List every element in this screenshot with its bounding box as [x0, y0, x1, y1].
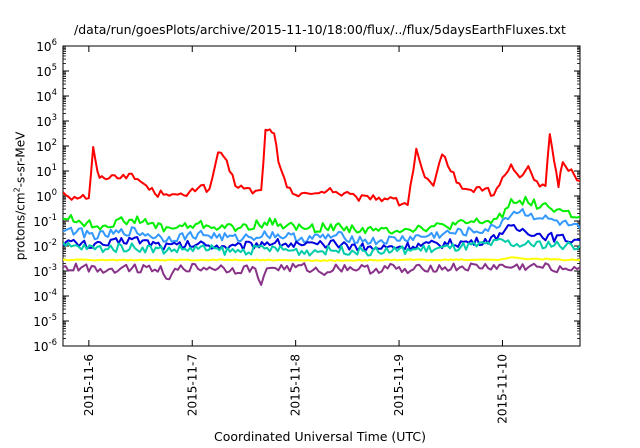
x-tick-label: 2015-11-7 — [185, 354, 199, 416]
x-tick-label: 2015-11-9 — [392, 354, 406, 416]
series-line — [63, 208, 580, 246]
series-line — [63, 262, 580, 286]
y-axis-label-rest: -s-sr-MeV — [13, 131, 28, 188]
series-line — [63, 237, 580, 257]
plot-frame — [62, 45, 581, 347]
y-tick-label: 101 — [36, 163, 57, 179]
y-tick-label: 105 — [36, 63, 57, 79]
x-tick-label: 2015-11-6 — [82, 354, 96, 416]
y-tick-label: 10-5 — [33, 313, 57, 329]
y-axis: 10-6 10-5 10-4 10-3 10-2 10-1 100 101 102 103 104 1… — [33, 38, 580, 354]
x-axis-label: Coordinated Universal Time (UTC) — [214, 429, 426, 444]
y-tick-label: 104 — [36, 88, 57, 104]
y-tick-label: 10-4 — [33, 288, 57, 304]
y-tick-label: 106 — [36, 38, 57, 54]
y-tick-label: 10-3 — [33, 263, 57, 279]
y-tick-label: 102 — [36, 138, 57, 154]
y-axis-label-base: protons/cm — [13, 192, 28, 261]
series-line — [63, 256, 580, 262]
x-axis: 2015-11-6 2015-11-7 2015-11-8 2015-11-9 2015… — [82, 46, 509, 424]
y-tick-label: 10-6 — [33, 338, 57, 354]
y-axis-label-sup: 2 — [12, 187, 22, 193]
y-tick-label: 10-1 — [33, 213, 57, 229]
y-tick-label: 100 — [36, 188, 57, 204]
x-tick-label: 2015-11-10 — [495, 354, 509, 424]
x-tick-label: 2015-11-8 — [289, 354, 303, 416]
series-line — [63, 195, 580, 235]
series-line — [63, 128, 580, 207]
y-tick-label: 103 — [36, 113, 57, 129]
series-layer — [63, 128, 580, 286]
y-tick-label: 10-2 — [33, 238, 57, 254]
chart-title: /data/run/goesPlots/archive/2015-11-10/1… — [74, 22, 566, 37]
